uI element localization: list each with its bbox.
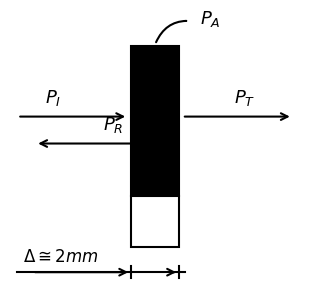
Bar: [131, 46, 179, 196]
Text: $P_A$: $P_A$: [200, 9, 220, 29]
Text: $P_I$: $P_I$: [45, 88, 61, 108]
Bar: [131, 196, 179, 247]
Text: $P_R$: $P_R$: [103, 114, 123, 135]
Text: $\Delta \cong 2mm$: $\Delta \cong 2mm$: [23, 248, 99, 266]
FancyArrowPatch shape: [156, 21, 186, 42]
Text: $P_T$: $P_T$: [234, 88, 255, 108]
